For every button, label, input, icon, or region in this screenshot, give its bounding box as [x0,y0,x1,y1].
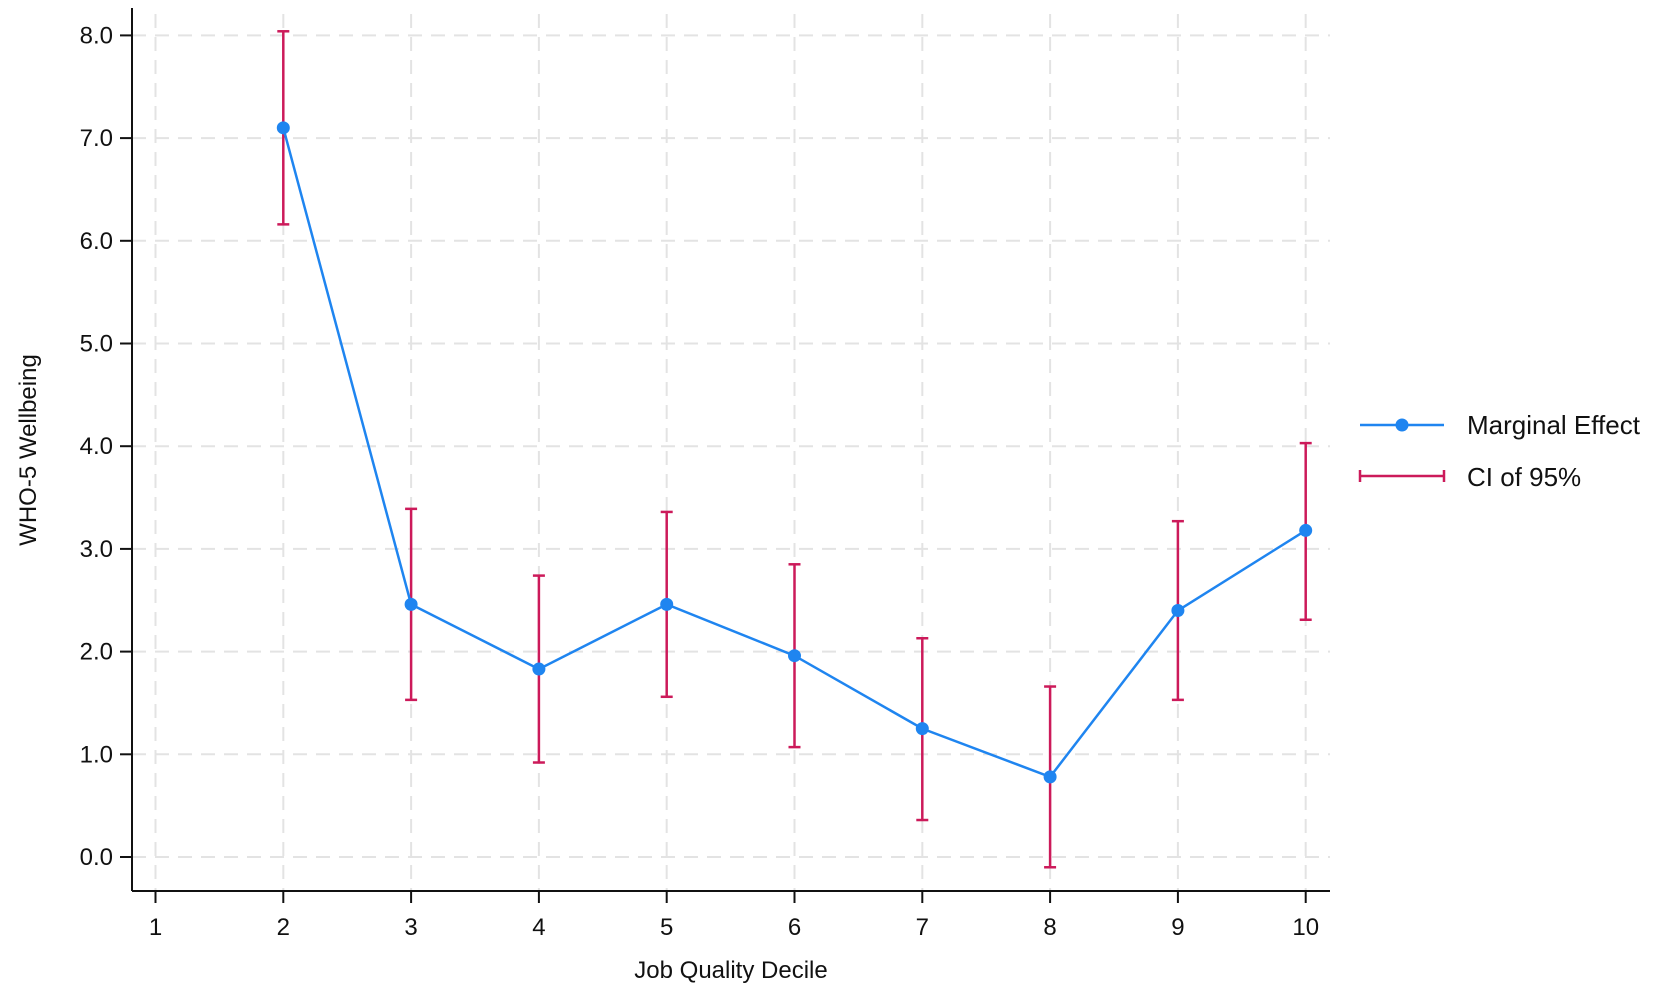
legend-ci-swatch [1360,470,1444,482]
y-tick-label: 0.0 [80,844,113,871]
y-tick-label: 4.0 [80,433,113,460]
marginal-effect-point [916,722,929,735]
x-tick-label: 10 [1292,914,1319,941]
y-tick-label: 7.0 [80,125,113,152]
x-tick-label: 8 [1043,914,1056,941]
x-axis-title: Job Quality Decile [634,957,827,984]
y-tick-label: 5.0 [80,331,113,358]
legend: Marginal Effect CI of 95% [1360,410,1641,492]
marginal-effect-point [660,598,673,611]
x-tick-label: 7 [916,914,929,941]
marginal-effect-point [532,663,545,676]
x-tick-label: 6 [788,914,801,941]
legend-marginal-effect-label: Marginal Effect [1467,410,1641,440]
marginal-effect-point [1299,524,1312,537]
grid [132,14,1330,891]
marginal-effect-point [277,121,290,134]
x-ticks: 1 2 3 4 5 6 7 8 9 10 [149,891,1319,941]
marginal-effect-point [1171,604,1184,617]
x-tick-label: 5 [660,914,673,941]
x-tick-label: 4 [532,914,545,941]
y-ticks: 0.0 1.0 2.0 3.0 4.0 5.0 6.0 7.0 8.0 [80,22,132,871]
y-tick-label: 6.0 [80,228,113,255]
y-tick-label: 3.0 [80,536,113,563]
marginal-effect-point [1044,770,1057,783]
marginal-effect-point [405,598,418,611]
legend-marginal-effect-marker [1396,419,1409,432]
y-tick-label: 8.0 [80,22,113,49]
x-tick-label: 9 [1171,914,1184,941]
x-tick-label: 3 [404,914,417,941]
marginal-effect-point [788,649,801,662]
x-tick-label: 1 [149,914,162,941]
axes [132,8,1330,891]
y-tick-label: 2.0 [80,639,113,666]
x-tick-label: 2 [277,914,290,941]
y-tick-label: 1.0 [80,741,113,768]
legend-ci-label: CI of 95% [1467,462,1581,492]
y-axis-title: WHO-5 Wellbeing [15,354,42,546]
